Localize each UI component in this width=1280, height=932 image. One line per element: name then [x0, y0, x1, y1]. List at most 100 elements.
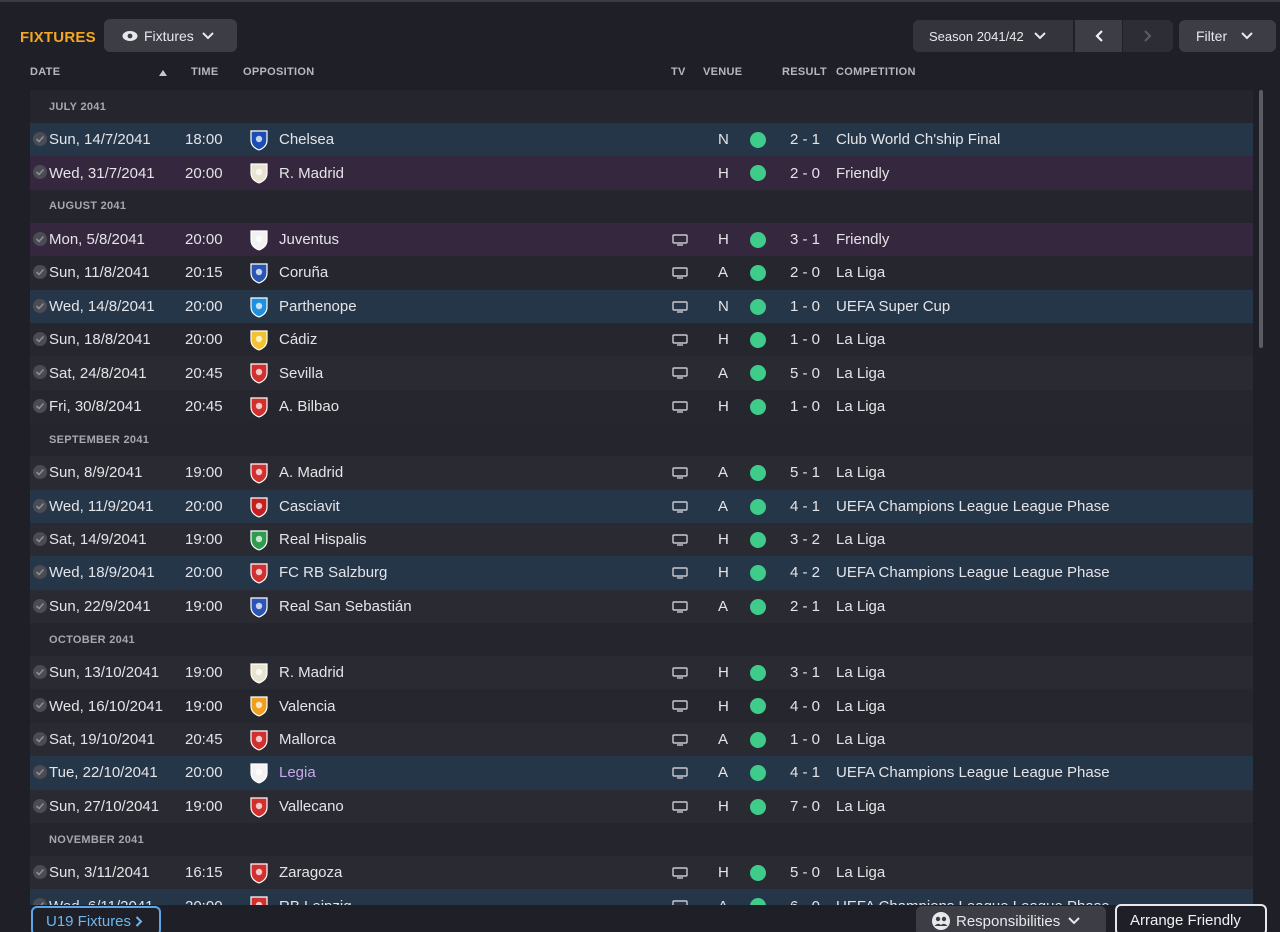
column-header-opposition[interactable]: OPPOSITION	[243, 66, 315, 78]
fixture-result[interactable]: 7 - 0	[790, 797, 821, 815]
fixture-result[interactable]: 3 - 2	[790, 531, 821, 549]
fixture-competition[interactable]: La Liga	[836, 464, 886, 482]
fixture-row[interactable]: Sun, 11/8/2041 20:15 Coruña A 2 - 0 La Liga	[30, 256, 1253, 290]
fixture-row[interactable]: Wed, 14/8/2041 20:00 Parthenope N 1 - 0 UEFA …	[30, 289, 1253, 323]
fixture-competition[interactable]: UEFA Champions League League Phase	[836, 564, 1110, 582]
vallecano-crest-icon[interactable]	[248, 796, 270, 818]
column-header-date[interactable]: DATE	[30, 66, 61, 78]
real-madrid-crest-icon[interactable]	[248, 662, 270, 684]
fixture-competition[interactable]: Club World Ch'ship Final	[836, 131, 1001, 149]
fixture-result[interactable]: 2 - 1	[790, 131, 821, 149]
fixture-result[interactable]: 5 - 0	[790, 364, 821, 382]
fixture-row[interactable]: Sun, 22/9/2041 19:00 Real San Sebastián A 2 …	[30, 589, 1253, 624]
fixture-row[interactable]: Wed, 16/10/2041 19:00 Valencia H 4 - 0 La Lig…	[30, 689, 1253, 723]
fixture-result[interactable]: 2 - 0	[790, 164, 821, 182]
fixture-opposition[interactable]: Zaragoza	[279, 864, 343, 882]
sevilla-crest-icon[interactable]	[248, 362, 270, 384]
arrange-friendly-button[interactable]: Arrange Friendly	[1115, 904, 1267, 932]
fixture-row[interactable]: Sun, 8/9/2041 19:00 A. Madrid A 5 - 1 La Liga	[30, 456, 1253, 490]
fixture-competition[interactable]: La Liga	[836, 264, 886, 282]
fixture-competition[interactable]: Friendly	[836, 230, 890, 248]
fixture-competition[interactable]: UEFA Champions League League Phase	[836, 764, 1110, 782]
fixture-result[interactable]: 1 - 0	[790, 297, 821, 315]
fixture-row[interactable]: Mon, 5/8/2041 20:00 Juventus H 3 - 1 Friendly	[30, 222, 1253, 257]
fixture-opposition[interactable]: Juventus	[279, 230, 340, 248]
fixture-result[interactable]: 4 - 1	[790, 764, 821, 782]
fixture-opposition[interactable]: Parthenope	[279, 297, 357, 315]
cadiz-crest-icon[interactable]	[248, 329, 270, 351]
fixture-opposition[interactable]: Real San Sebastián	[279, 597, 412, 615]
zaragoza-crest-icon[interactable]	[248, 862, 270, 884]
fixture-opposition[interactable]: Vallecano	[279, 797, 344, 815]
atletico-crest-icon[interactable]	[248, 462, 270, 484]
column-header-venue[interactable]: VENUE	[703, 66, 743, 78]
fixture-row[interactable]: Sat, 14/9/2041 19:00 Real Hispalis H 3 - 2 La…	[30, 522, 1253, 557]
fixture-result[interactable]: 6 - 0	[790, 898, 820, 905]
bilbao-crest-icon[interactable]	[248, 396, 270, 418]
fixture-row[interactable]: Wed, 6/11/2041 20:00 RB Leipzig A 6 - 0 UEFA …	[30, 889, 1253, 905]
fixture-row[interactable]: Sun, 3/11/2041 16:15 Zaragoza H 5 - 0 La Liga	[30, 856, 1253, 890]
fixture-result[interactable]: 4 - 1	[790, 497, 821, 515]
column-header-time[interactable]: TIME	[191, 66, 219, 78]
fixture-opposition[interactable]: Mallorca	[279, 731, 336, 749]
fixture-competition[interactable]: La Liga	[836, 364, 886, 382]
fixture-opposition[interactable]: A. Madrid	[279, 464, 344, 482]
mallorca-crest-icon[interactable]	[248, 729, 270, 751]
fixture-row[interactable]: Sat, 24/8/2041 20:45 Sevilla A 5 - 0 La Liga	[30, 356, 1253, 390]
fixture-row[interactable]: Sun, 18/8/2041 20:00 Cádiz H 1 - 0 La Liga	[30, 322, 1253, 357]
chelsea-crest-icon[interactable]	[248, 129, 270, 151]
fixture-result[interactable]: 1 - 0	[790, 331, 821, 349]
previous-season-button[interactable]	[1075, 20, 1122, 52]
coruna-crest-icon[interactable]	[248, 262, 270, 284]
fixture-opposition[interactable]: RB Leipzig	[279, 898, 352, 905]
fixture-competition[interactable]: La Liga	[836, 331, 886, 349]
fixture-opposition[interactable]: Casciavit	[279, 497, 340, 515]
fixture-competition[interactable]: UEFA Super Cup	[836, 297, 951, 315]
fixture-result[interactable]: 4 - 0	[790, 697, 821, 715]
fixture-competition[interactable]: La Liga	[836, 531, 886, 549]
fixture-result[interactable]: 2 - 1	[790, 597, 821, 615]
fixture-competition[interactable]: La Liga	[836, 731, 886, 749]
fixture-opposition[interactable]: Chelsea	[279, 131, 335, 149]
fixture-competition[interactable]: La Liga	[836, 664, 886, 682]
fixture-opposition[interactable]: A. Bilbao	[279, 397, 340, 415]
fixture-result[interactable]: 1 - 0	[790, 397, 821, 415]
fixture-result[interactable]: 2 - 0	[790, 264, 821, 282]
legia-crest-icon[interactable]	[248, 762, 270, 784]
season-dropdown-button[interactable]: Season 2041/42	[913, 20, 1073, 52]
fixture-row[interactable]: Sun, 27/10/2041 19:00 Vallecano H 7 - 0 La Li…	[30, 789, 1253, 824]
leipzig-crest-icon[interactable]	[248, 895, 270, 905]
fixture-competition[interactable]: La Liga	[836, 864, 886, 882]
hispalis-crest-icon[interactable]	[248, 529, 270, 551]
next-season-button[interactable]	[1123, 20, 1173, 52]
fixture-competition[interactable]: UEFA Champions League League Phase	[836, 898, 1110, 905]
fixture-opposition[interactable]: R. Madrid	[279, 664, 345, 682]
column-header-tv[interactable]: TV	[671, 66, 686, 78]
fixture-opposition[interactable]: Coruña	[279, 264, 329, 282]
fixture-competition[interactable]: Friendly	[836, 164, 890, 182]
fixture-row[interactable]: Wed, 31/7/2041 20:00 R. Madrid H 2 - 0 Friend…	[30, 156, 1253, 190]
filter-button[interactable]: Filter	[1179, 20, 1276, 52]
fixture-opposition[interactable]: Valencia	[279, 697, 336, 715]
fixture-competition[interactable]: La Liga	[836, 797, 886, 815]
salzburg-crest-icon[interactable]	[248, 562, 270, 584]
fixture-row[interactable]: Sat, 19/10/2041 20:45 Mallorca A 1 - 0 La Lig…	[30, 722, 1253, 757]
fixture-row[interactable]: Tue, 22/10/2041 20:00 Legia A 4 - 1 UEFA Cham…	[30, 756, 1253, 790]
fixture-opposition[interactable]: Real Hispalis	[279, 531, 367, 549]
fixture-row[interactable]: Wed, 11/9/2041 20:00 Casciavit A 4 - 1 UEFA C…	[30, 489, 1253, 523]
fixture-result[interactable]: 3 - 1	[790, 664, 821, 682]
fixture-row[interactable]: Wed, 18/9/2041 20:00 FC RB Salzburg H 4 - 2 U…	[30, 556, 1253, 590]
column-header-competition[interactable]: COMPETITION	[836, 66, 916, 78]
fixture-opposition[interactable]: R. Madrid	[279, 164, 345, 182]
sansebastian-crest-icon[interactable]	[248, 596, 270, 618]
fixture-opposition[interactable]: FC RB Salzburg	[279, 564, 388, 582]
fixture-opposition[interactable]: Legia	[279, 764, 316, 782]
responsibilities-button[interactable]: Responsibilities	[916, 906, 1106, 932]
fixture-row[interactable]: Fri, 30/8/2041 20:45 A. Bilbao H 1 - 0 La Lig…	[30, 389, 1253, 424]
fixture-competition[interactable]: La Liga	[836, 597, 886, 615]
column-header-result[interactable]: RESULT	[782, 66, 827, 78]
fixture-result[interactable]: 4 - 2	[790, 564, 821, 582]
table-scrollbar[interactable]	[1259, 90, 1263, 348]
fixture-opposition[interactable]: Cádiz	[279, 331, 318, 349]
fixture-result[interactable]: 1 - 0	[790, 731, 821, 749]
